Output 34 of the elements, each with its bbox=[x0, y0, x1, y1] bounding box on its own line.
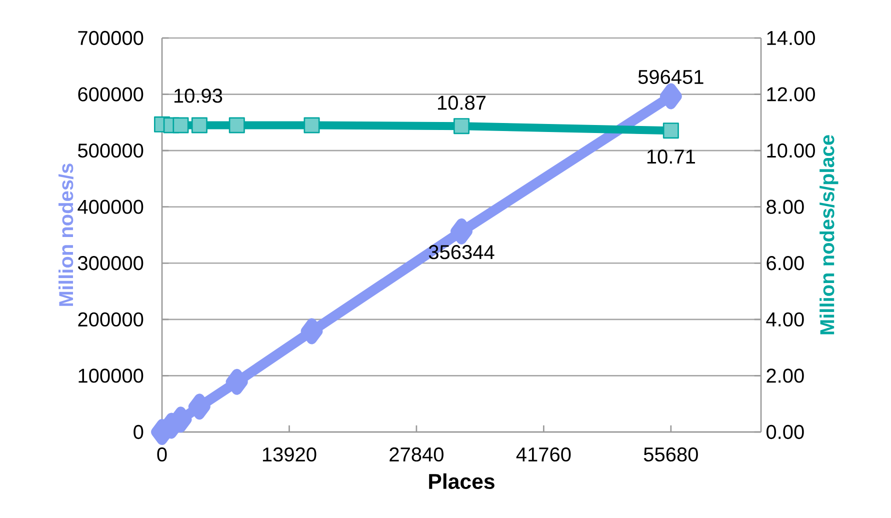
y2-tick-label: 14.00 bbox=[767, 30, 815, 46]
x-tick-label: 0 bbox=[157, 447, 167, 462]
y-tick-label: 0 bbox=[134, 424, 144, 440]
point bbox=[188, 394, 210, 420]
data-label: 596451 bbox=[638, 70, 704, 84]
x-tick-label: 27840 bbox=[390, 447, 444, 462]
x-tick-label: 55680 bbox=[644, 447, 698, 462]
y-tick-label: 100000 bbox=[78, 368, 144, 383]
point bbox=[450, 218, 473, 244]
y-axis-title: Million nodes/s bbox=[58, 164, 74, 306]
y-tick-label: 400000 bbox=[78, 200, 144, 214]
y2-tick-label: 8.00 bbox=[766, 200, 804, 214]
point bbox=[226, 368, 248, 395]
x-tick-label: 41760 bbox=[516, 447, 571, 462]
y2-tick-label: 0.00 bbox=[766, 424, 804, 440]
y-tick-label: 700000 bbox=[78, 30, 144, 46]
y2-tick-label: 6.00 bbox=[766, 256, 804, 270]
data-label: 10.87 bbox=[438, 96, 486, 110]
y2-axis-title: Million nodes/s/place bbox=[820, 135, 838, 334]
y-tick-label: 500000 bbox=[78, 143, 144, 158]
y-tick-label: 200000 bbox=[78, 312, 144, 326]
y-tick-label: 600000 bbox=[78, 87, 144, 102]
y-tick-label: 300000 bbox=[78, 256, 144, 270]
y2-tick-label: 12.00 bbox=[767, 87, 815, 102]
data-label: 356344 bbox=[428, 245, 494, 260]
point bbox=[300, 318, 323, 344]
data-label: 10.93 bbox=[174, 88, 222, 103]
x-tick-label: 13920 bbox=[262, 447, 316, 462]
data-label: 10.71 bbox=[647, 150, 695, 164]
y2-tick-label: 4.00 bbox=[766, 312, 804, 326]
y2-tick-label: 2.00 bbox=[766, 368, 804, 383]
x-axis-title: Places bbox=[429, 473, 494, 490]
point bbox=[660, 83, 682, 110]
y2-tick-label: 10.00 bbox=[767, 143, 815, 158]
